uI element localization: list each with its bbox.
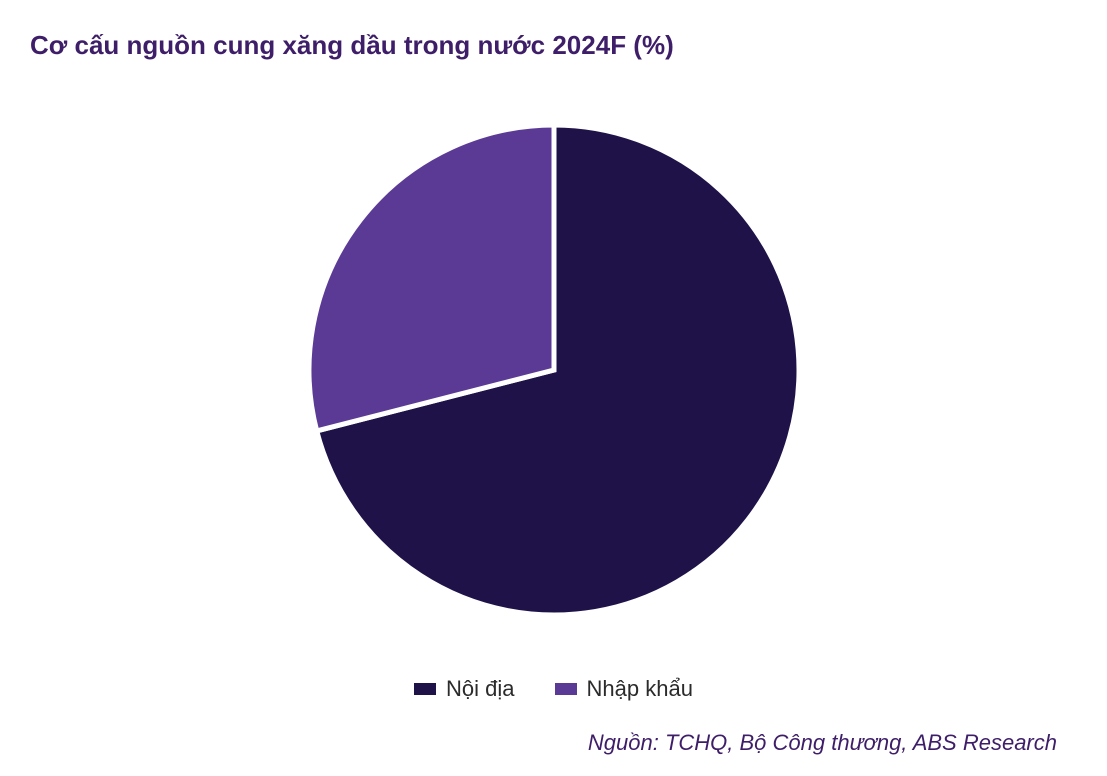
pie-slices-group — [309, 125, 799, 615]
legend-label-1: Nhập khẩu — [587, 676, 693, 702]
chart-title: Cơ cấu nguồn cung xăng dầu trong nước 20… — [30, 30, 1077, 61]
chart-container: Cơ cấu nguồn cung xăng dầu trong nước 20… — [0, 0, 1107, 776]
legend-label-0: Nội địa — [446, 676, 514, 702]
legend: Nội địa Nhập khẩu — [30, 676, 1077, 702]
chart-plot-area — [30, 71, 1077, 668]
pie-svg — [304, 120, 804, 620]
legend-swatch-1 — [555, 683, 577, 695]
source-text: Nguồn: TCHQ, Bộ Công thương, ABS Researc… — [30, 730, 1077, 756]
pie-wrapper — [304, 120, 804, 620]
legend-swatch-0 — [414, 683, 436, 695]
legend-item-0: Nội địa — [414, 676, 514, 702]
legend-item-1: Nhập khẩu — [555, 676, 693, 702]
